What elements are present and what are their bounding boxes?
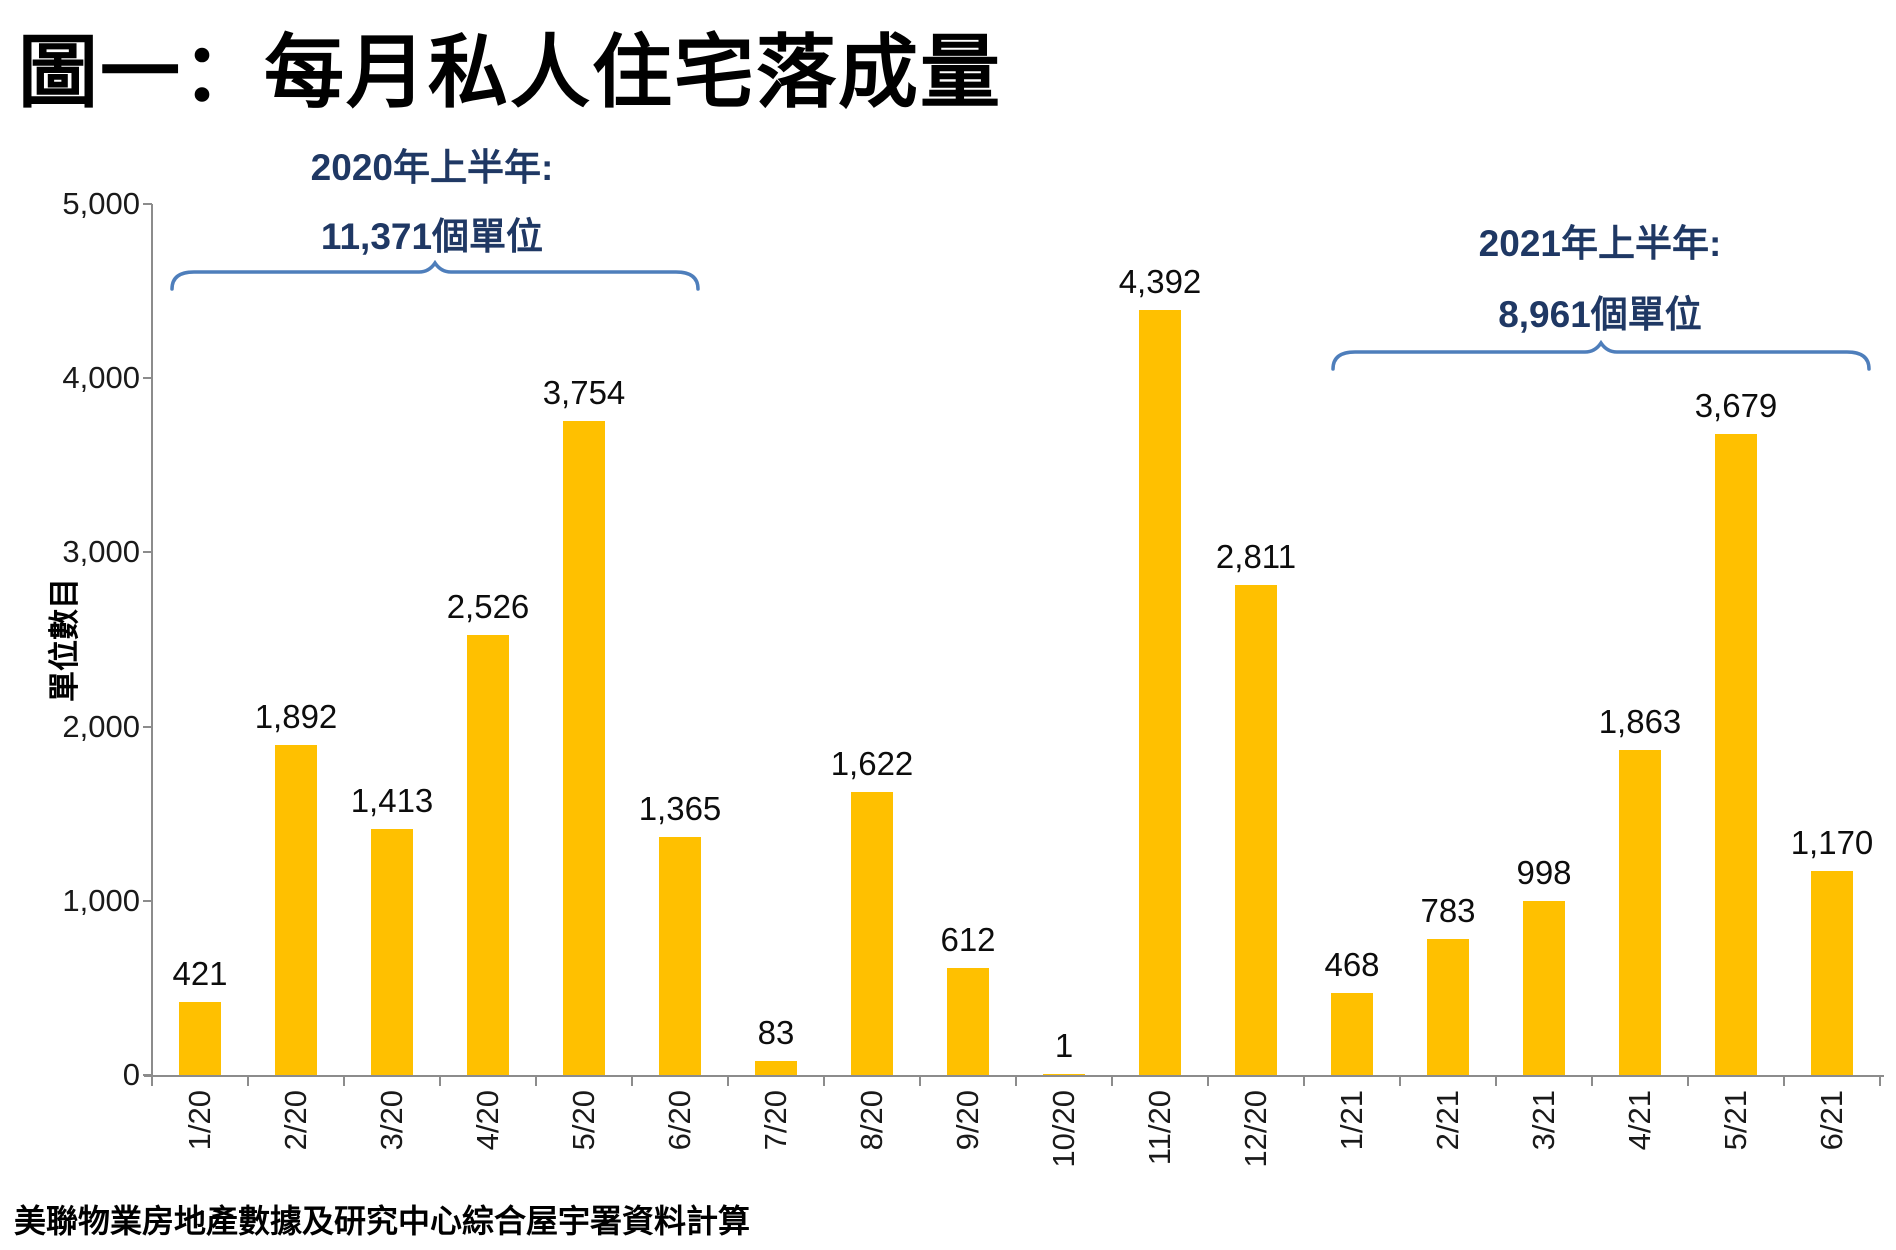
x-tick-label: 8/20 <box>854 1090 889 1151</box>
x-tick-label: 6/21 <box>1814 1090 1849 1151</box>
annotation-2021-line1: 2021年上半年: <box>1478 223 1722 264</box>
y-tick-mark <box>143 203 152 205</box>
x-tick-mark <box>1495 1075 1497 1086</box>
bar <box>1043 1074 1085 1075</box>
source-note: 美聯物業房地產數據及研究中心綜合屋宇署資料計算 <box>14 1203 751 1239</box>
bar-value-label: 998 <box>1516 854 1572 892</box>
x-tick-mark <box>1783 1075 1785 1086</box>
x-tick-label: 3/20 <box>374 1090 409 1151</box>
x-tick-label: 2/21 <box>1430 1090 1465 1151</box>
bar-value-label: 1,892 <box>254 698 338 736</box>
bar-value-label: 1,413 <box>350 781 434 819</box>
bar-value-label: 4,392 <box>1118 262 1202 300</box>
bar <box>467 634 509 1075</box>
x-tick-mark <box>823 1075 825 1086</box>
bar-value-label: 2,526 <box>446 587 530 625</box>
x-axis-line <box>144 1075 1884 1077</box>
bar <box>275 745 317 1075</box>
bar-value-label: 3,679 <box>1694 387 1778 425</box>
x-tick-mark <box>919 1075 921 1086</box>
y-tick-mark <box>143 1074 152 1076</box>
x-tick-mark <box>631 1075 633 1086</box>
x-tick-mark <box>247 1075 249 1086</box>
x-tick-mark <box>343 1075 345 1086</box>
y-tick-mark <box>143 377 152 380</box>
x-tick-label: 10/20 <box>1046 1090 1081 1168</box>
bar <box>1235 585 1277 1075</box>
x-tick-mark <box>439 1075 441 1086</box>
bar-value-label: 3,754 <box>542 374 626 412</box>
x-tick-label: 2/20 <box>278 1090 313 1151</box>
bar <box>755 1060 797 1075</box>
y-tick-mark <box>143 899 152 902</box>
x-tick-mark <box>727 1075 729 1086</box>
bar <box>1427 938 1469 1075</box>
bar-value-label: 468 <box>1324 946 1380 984</box>
y-tick-mark <box>143 551 152 554</box>
bar <box>659 837 701 1075</box>
brace-2021-icon <box>1331 340 1871 371</box>
x-tick-mark <box>1303 1075 1305 1086</box>
x-tick-mark <box>1591 1075 1593 1086</box>
brace-2020-icon <box>170 260 700 291</box>
annotation-2020-line1: 2020年上半年: <box>310 147 554 188</box>
x-tick-mark <box>1015 1075 1017 1086</box>
x-tick-mark <box>151 1075 153 1086</box>
x-tick-label: 11/20 <box>1142 1090 1177 1166</box>
bar <box>851 792 893 1075</box>
x-tick-label: 9/20 <box>950 1090 985 1151</box>
x-tick-label: 4/21 <box>1622 1090 1657 1151</box>
x-tick-label: 5/20 <box>566 1090 601 1151</box>
y-tick-label: 0 <box>122 1057 140 1092</box>
bar-value-label: 1,170 <box>1790 824 1874 862</box>
bar <box>179 1001 221 1075</box>
x-tick-label: 7/20 <box>758 1090 793 1151</box>
x-tick-label: 6/20 <box>662 1090 697 1151</box>
bar-value-label: 1,863 <box>1598 703 1682 741</box>
y-tick-label: 2,000 <box>62 708 140 744</box>
x-tick-mark <box>1879 1075 1881 1086</box>
bar <box>563 421 605 1075</box>
bar-value-label: 1,365 <box>638 790 722 828</box>
bar <box>1523 901 1565 1075</box>
bar-value-label: 783 <box>1420 891 1476 929</box>
x-tick-label: 1/20 <box>182 1090 217 1151</box>
y-tick-label: 1,000 <box>62 882 140 918</box>
x-tick-mark <box>535 1075 537 1086</box>
x-tick-mark <box>1687 1075 1689 1086</box>
bar-value-label: 612 <box>940 921 996 959</box>
y-tick-label: 5,000 <box>62 186 140 221</box>
bar <box>1811 871 1853 1075</box>
y-tick-label: 3,000 <box>62 534 140 570</box>
y-tick-label: 4,000 <box>62 360 140 396</box>
x-tick-label: 3/21 <box>1526 1090 1561 1151</box>
bar <box>1619 750 1661 1075</box>
bar-value-label: 1,622 <box>830 745 914 783</box>
bar-value-label: 2,811 <box>1215 538 1297 576</box>
bar <box>371 828 413 1075</box>
annotation-2021-line2: 8,961個單位 <box>1498 294 1702 335</box>
bar-value-label: 421 <box>172 954 228 992</box>
x-tick-mark <box>1399 1075 1401 1086</box>
annotation-2020-line2: 11,371個單位 <box>320 216 544 257</box>
x-tick-label: 12/20 <box>1238 1090 1273 1168</box>
y-tick-mark <box>143 725 152 728</box>
x-tick-mark <box>1207 1075 1209 1086</box>
y-axis-line <box>151 204 153 1077</box>
x-tick-label: 4/20 <box>470 1090 505 1151</box>
x-tick-label: 5/21 <box>1718 1090 1753 1151</box>
bar <box>1139 309 1181 1075</box>
bar <box>947 968 989 1075</box>
x-tick-mark <box>1111 1075 1113 1086</box>
x-tick-label: 1/21 <box>1334 1090 1369 1151</box>
bar <box>1331 993 1373 1075</box>
bar <box>1715 434 1757 1075</box>
bar-value-label: 1 <box>1054 1027 1074 1064</box>
bar-value-label: 83 <box>757 1013 795 1051</box>
chart-title: 圖一：每月私人住宅落成量 <box>18 28 1002 117</box>
